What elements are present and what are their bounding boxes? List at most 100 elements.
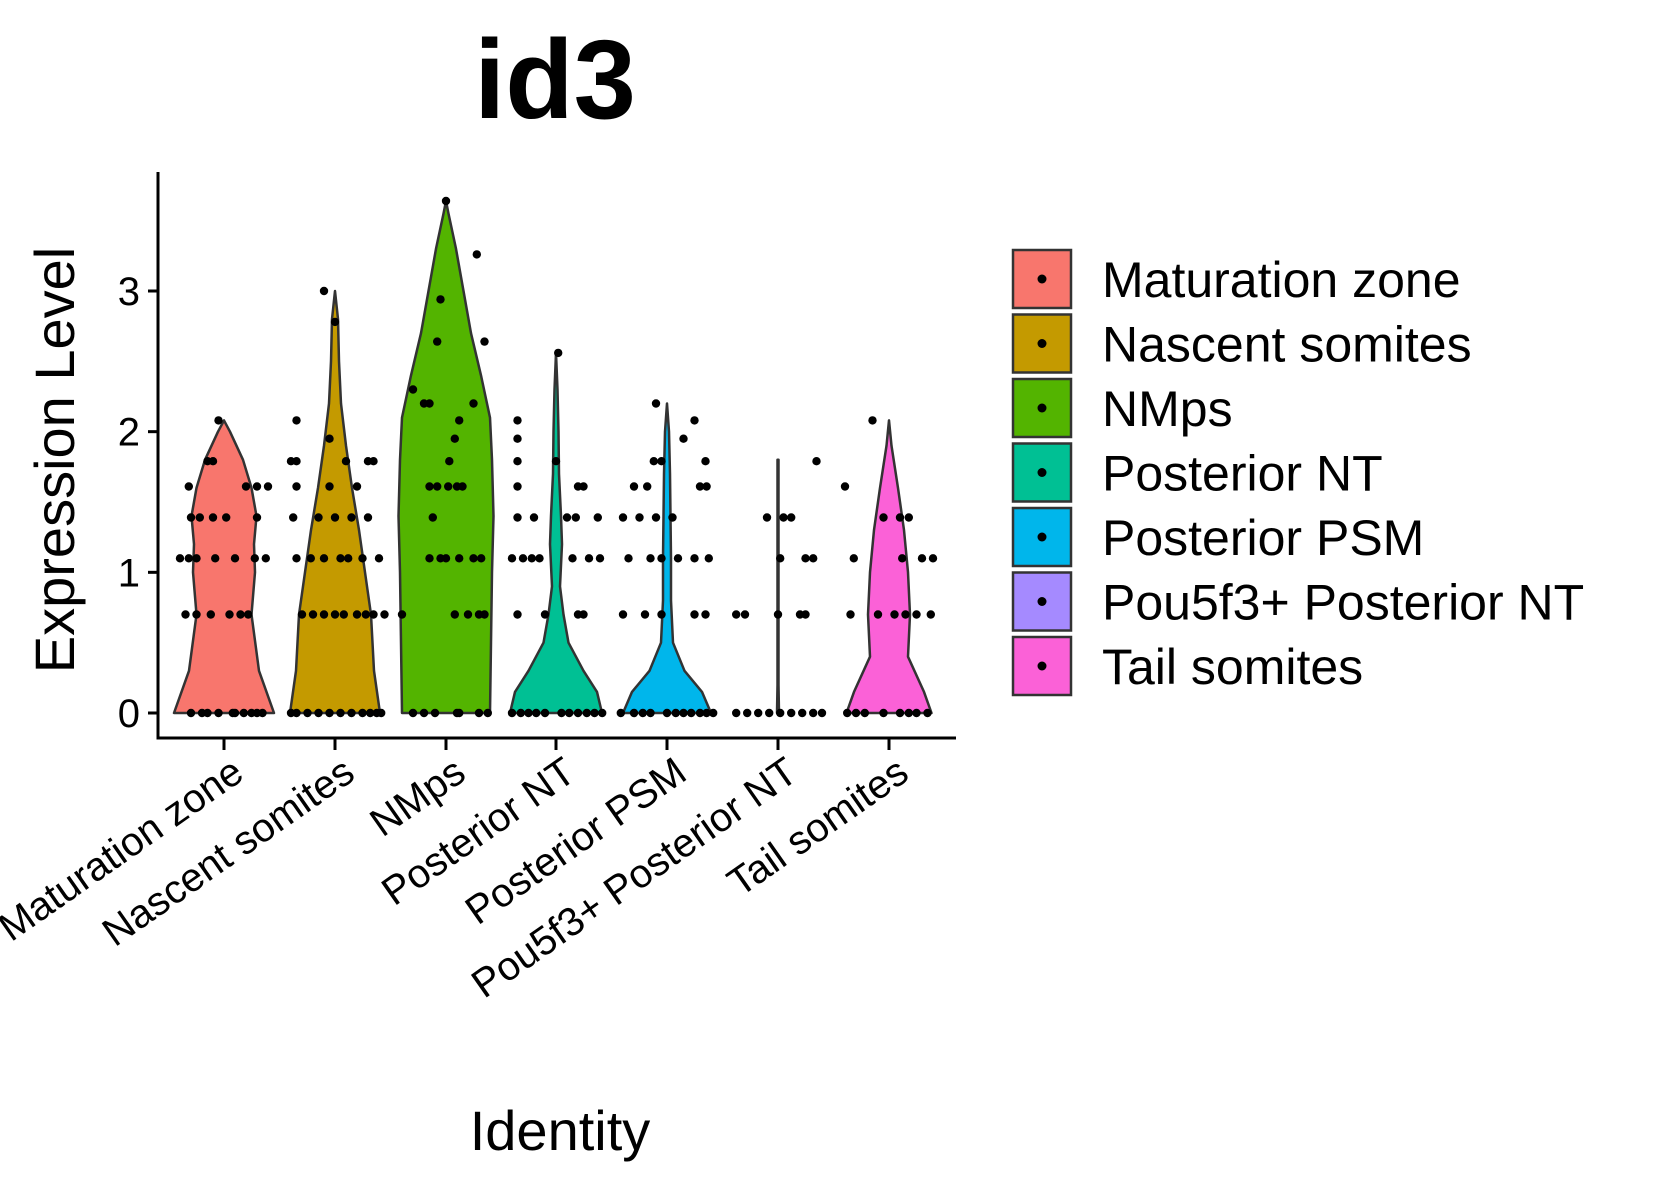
data-point [369,457,378,466]
data-point [527,554,536,563]
violins-layer [172,199,933,715]
data-point [679,434,688,443]
data-point [319,554,329,563]
violin-nmps [397,199,495,715]
data-point [657,610,666,619]
data-point [336,554,345,563]
data-point [860,708,869,718]
data-point [450,434,459,443]
data-point [732,708,741,718]
data-point [306,554,315,563]
data-point [690,416,699,425]
data-point [214,416,223,425]
data-point [230,708,240,718]
data-point [649,457,658,466]
data-point [901,610,910,619]
data-point [584,554,594,563]
data-point [801,554,810,563]
data-point [239,708,248,718]
legend-key-dot [1037,403,1047,413]
data-point [433,337,442,346]
data-point [186,708,196,718]
data-point [303,708,312,718]
data-point [571,513,580,522]
data-point [798,708,807,718]
y-tick-label: 3 [118,270,140,314]
data-point [618,610,628,619]
data-point [629,482,639,491]
data-point [926,610,935,619]
data-point [430,708,440,718]
data-point [352,610,362,619]
data-point [455,554,464,563]
data-point [419,708,429,718]
legend-key-dot [1037,597,1047,606]
data-point [330,317,340,327]
data-point [436,554,445,563]
violin-posterior-psm [621,402,713,715]
data-point [325,434,334,443]
data-point [565,708,574,718]
data-point [308,610,318,619]
data-point [469,554,478,563]
data-point [529,513,539,522]
data-point [579,482,588,491]
data-point [657,554,666,563]
data-point [358,554,367,563]
data-point [743,708,752,718]
data-point [214,708,223,718]
y-tick-label: 0 [118,692,140,736]
data-point [289,513,298,522]
data-point [879,513,888,522]
data-point [428,513,437,522]
data-point [513,513,522,522]
data-point [203,708,212,718]
data-point [252,513,262,522]
violin-nascent-somites [288,289,382,715]
data-point [263,482,273,491]
data-point [702,482,711,491]
data-point [690,554,699,563]
data-point [812,457,821,466]
data-point [452,482,462,491]
data-point [314,513,323,522]
data-point [879,708,888,718]
legend-key-dot [1037,468,1047,477]
data-point [579,610,588,619]
data-point [904,708,913,718]
data-point [701,610,710,619]
data-point [175,554,185,563]
data-point [206,610,215,619]
legend-label: Posterior NT [1102,446,1383,502]
data-point [252,482,262,491]
data-point [568,554,577,563]
data-point [917,554,927,563]
data-point [425,482,434,491]
data-point [695,482,705,491]
data-point [483,708,492,718]
legend-label: Maturation zone [1102,252,1461,308]
legend-label: Pou5f3+ Posterior NT [1102,575,1584,631]
data-point [352,482,362,491]
data-point [192,554,201,563]
data-point [657,457,666,466]
data-point [754,708,763,718]
data-point [638,708,647,718]
y-tick-label: 1 [118,551,140,595]
data-point [344,554,353,563]
data-point [513,416,522,425]
data-point [261,554,270,563]
data-point [225,610,234,619]
data-point [593,513,602,522]
data-point [513,610,522,619]
data-point [912,708,921,718]
data-point [702,708,711,718]
data-point [843,708,852,718]
data-point [840,482,850,491]
data-point [286,708,296,718]
data-point [244,610,253,619]
data-point [258,708,267,718]
data-point [573,708,583,718]
violin-maturation-zone [172,419,276,715]
data-point [532,708,541,718]
